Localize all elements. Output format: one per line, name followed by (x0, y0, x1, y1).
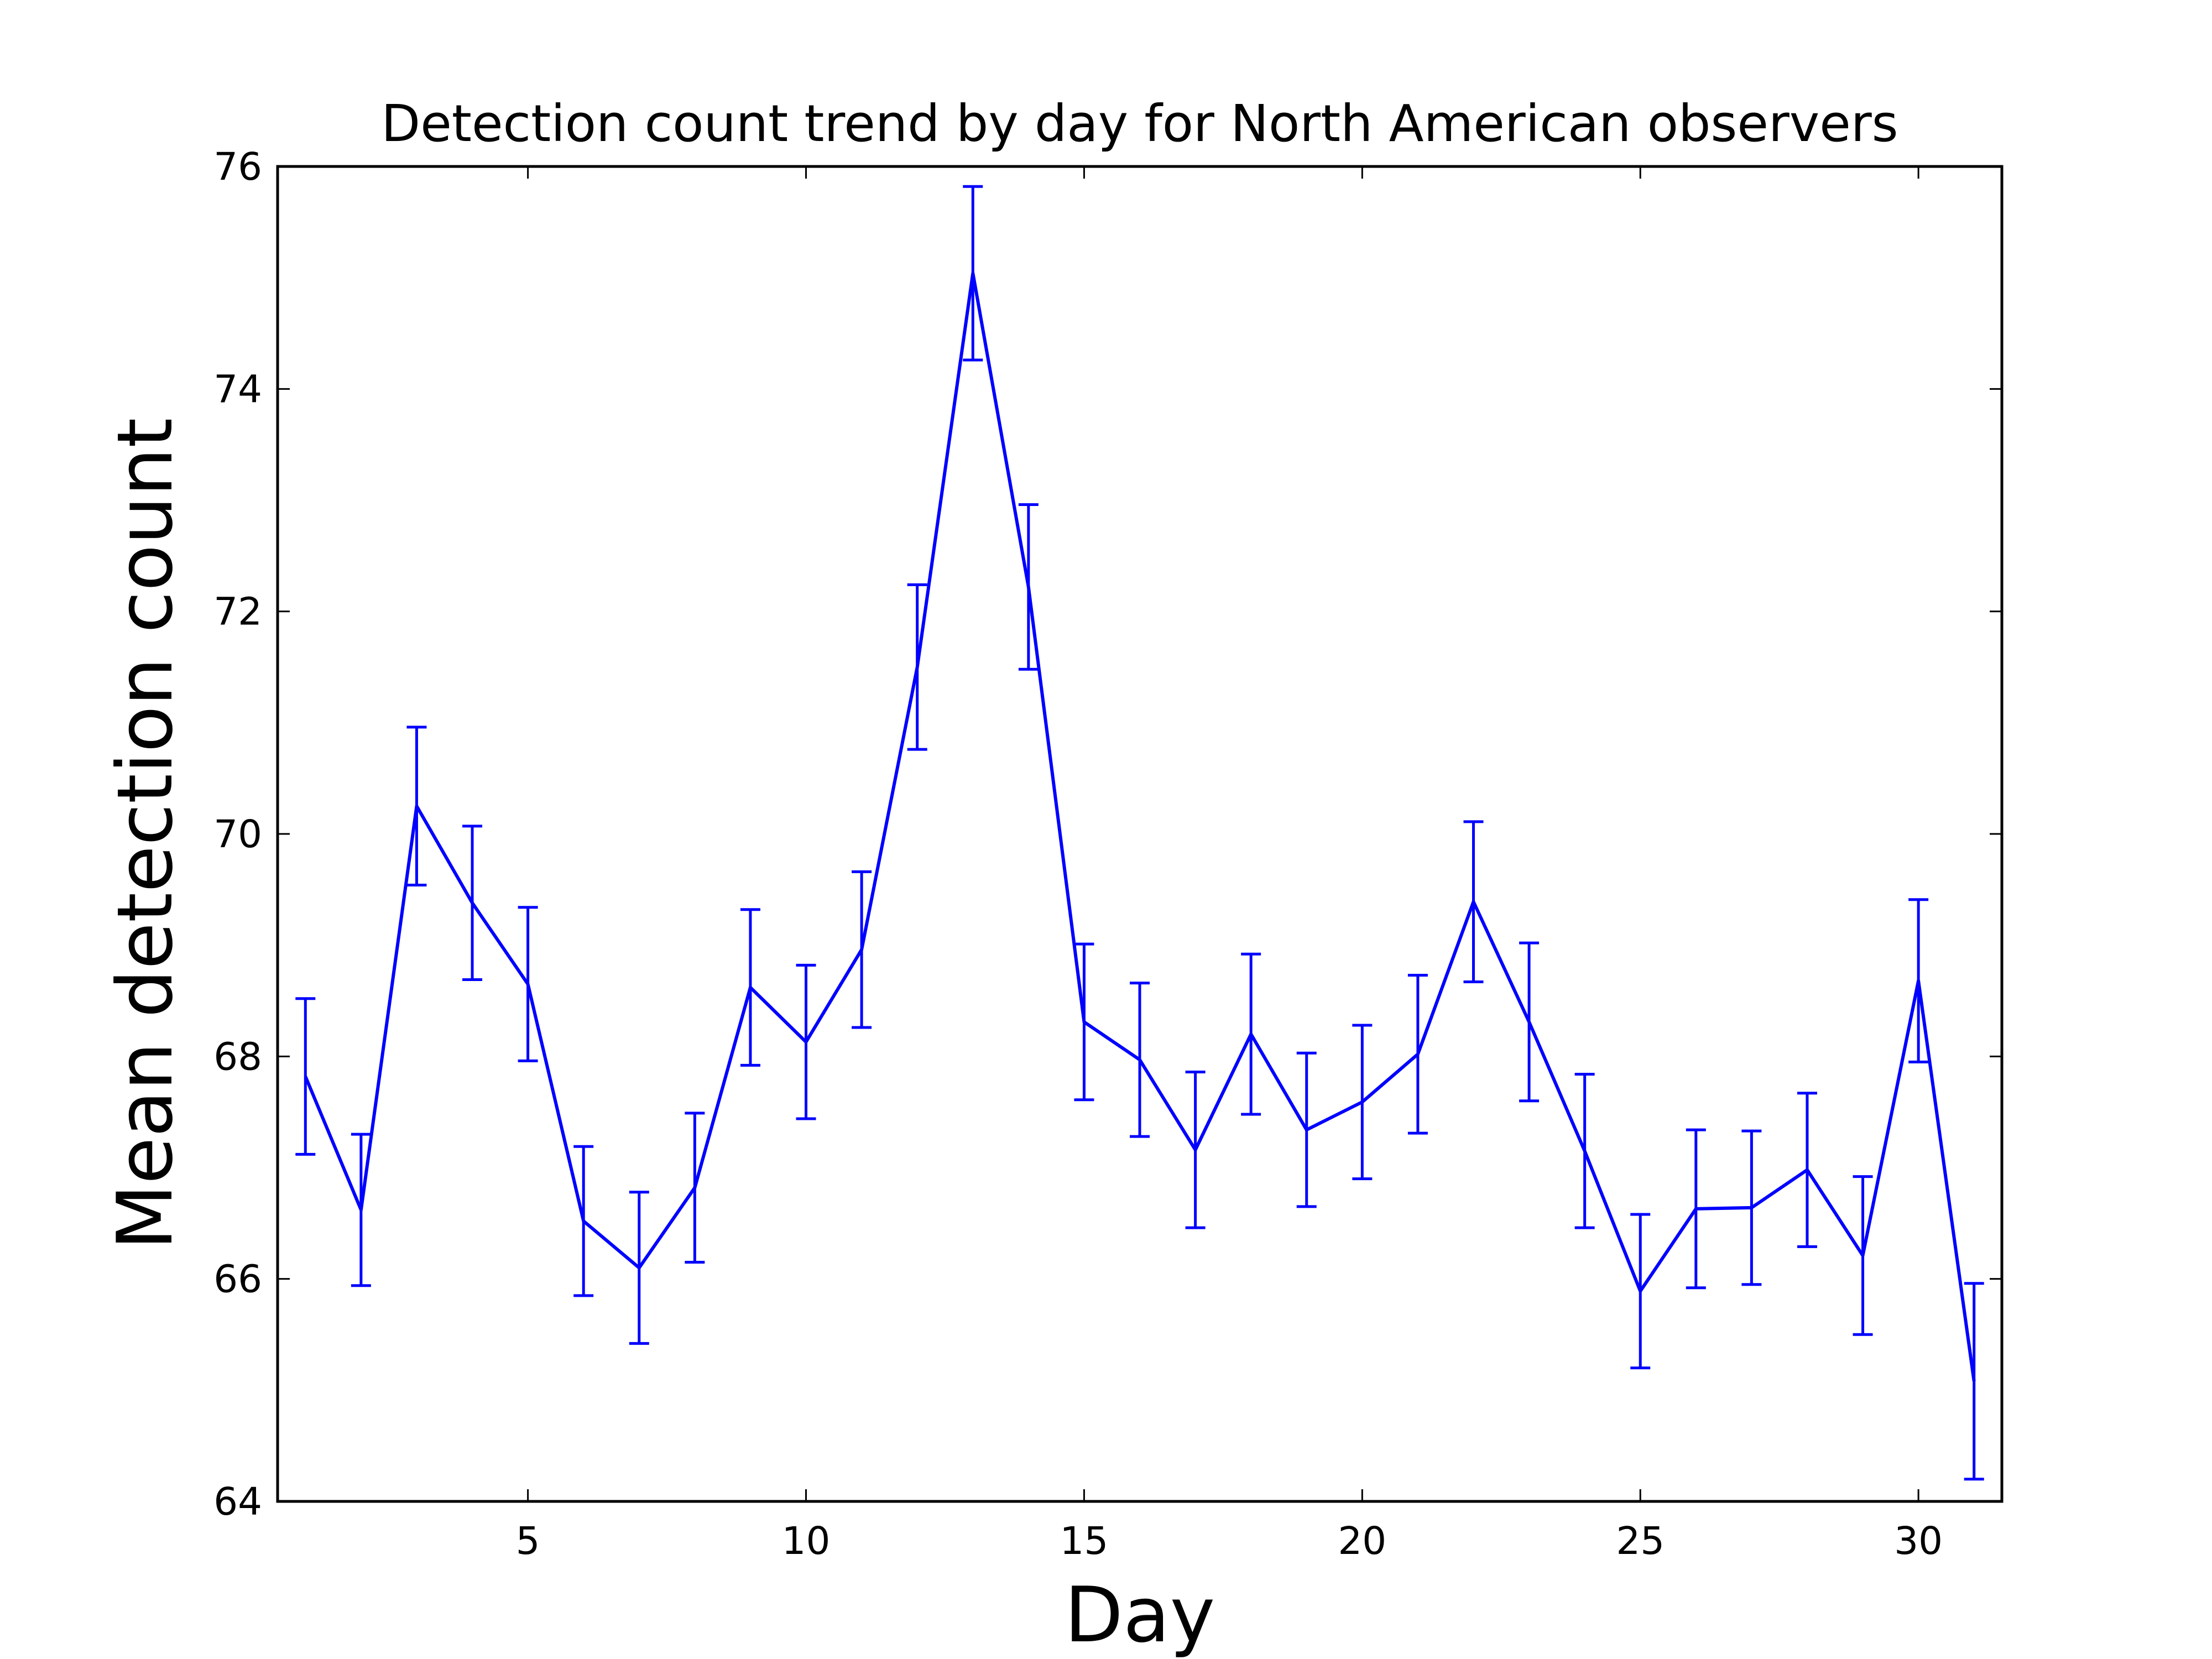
chart-title: Detection count trend by day for North A… (381, 94, 1898, 153)
error-bar (1964, 1282, 1984, 1481)
x-tick-label: 10 (782, 1519, 831, 1563)
y-tick-label: 70 (213, 812, 262, 857)
x-tick-label: 30 (1894, 1519, 1943, 1563)
ticks-layer: 5 10 15 20 25 30 64 66 68 70 72 74 76 (213, 145, 2002, 1563)
plot-area (278, 166, 2002, 1501)
x-axis-label: Day (1065, 1571, 1215, 1659)
y-tick-label: 66 (213, 1258, 262, 1302)
x-tick-label: 25 (1616, 1519, 1665, 1563)
y-tick-label: 74 (213, 367, 262, 411)
x-tick-label: 5 (516, 1519, 540, 1563)
plot-frame (276, 165, 2004, 1503)
y-tick-label: 64 (213, 1480, 262, 1524)
series-line (304, 272, 1976, 1382)
y-tick-label: 76 (213, 145, 262, 189)
x-tick-label: 15 (1060, 1519, 1109, 1563)
series-layer (295, 185, 1984, 1481)
x-tick-label: 20 (1338, 1519, 1386, 1563)
y-axis-label: Mean detection count (101, 418, 190, 1250)
y-tick-label: 68 (213, 1035, 262, 1079)
y-tick-label: 72 (213, 590, 262, 634)
